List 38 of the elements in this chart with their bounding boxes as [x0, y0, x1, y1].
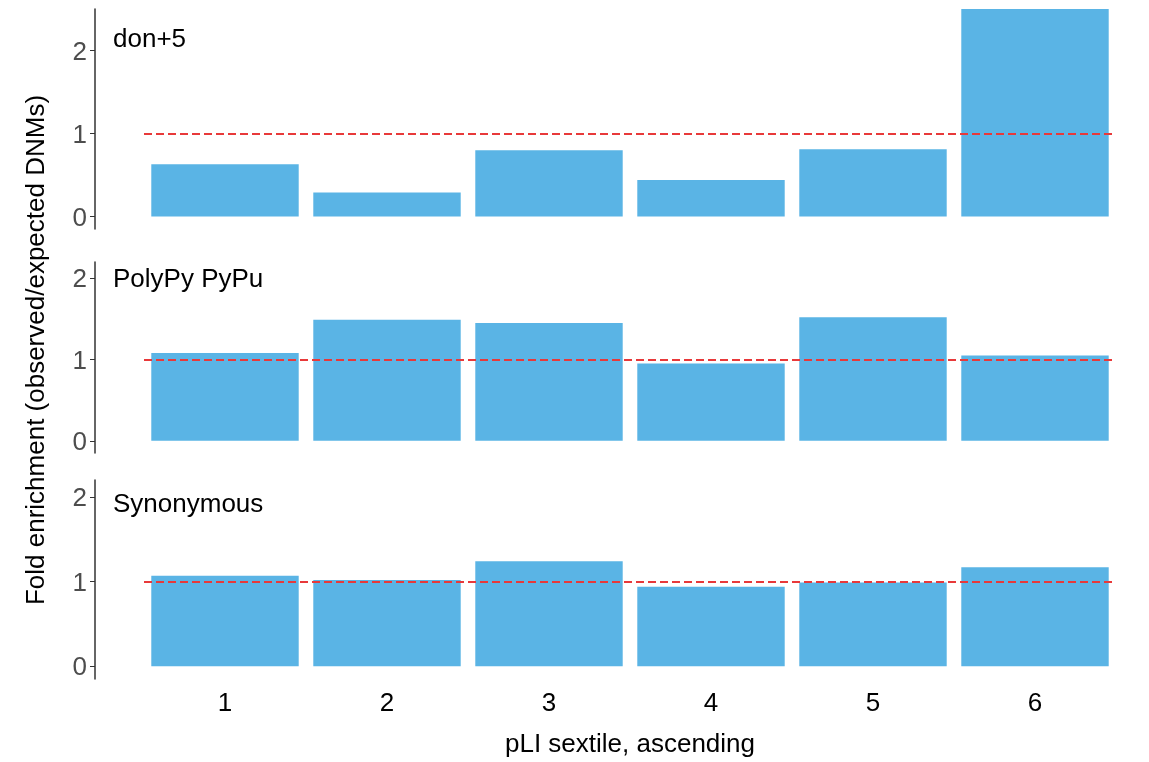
bar	[151, 164, 299, 217]
bar	[313, 319, 461, 441]
bar	[961, 567, 1109, 667]
y-tick-label: 1	[72, 344, 87, 375]
x-tick-label: 1	[217, 687, 233, 717]
chart-title: PolyPy PyPu	[113, 263, 264, 293]
bar	[475, 561, 623, 667]
x-tick-label: 5	[865, 687, 881, 717]
bar	[637, 363, 785, 441]
bar	[799, 317, 947, 441]
y-tick-label: 0	[72, 201, 87, 232]
bar	[475, 322, 623, 441]
y-axis-title: Fold enrichment (observed/expected DNMs)	[19, 94, 51, 606]
bar	[799, 149, 947, 217]
x-tick-label: 3	[541, 687, 557, 717]
text: don+5	[113, 23, 187, 53]
y-tick-label: 0	[72, 425, 87, 456]
bar	[313, 579, 461, 667]
bar	[961, 9, 1109, 217]
y-tick-label: 1	[72, 566, 87, 597]
bar	[313, 192, 461, 217]
bar	[151, 575, 299, 667]
x-axis-title: pLI sextile, ascending	[504, 727, 756, 759]
x-tick-label: 6	[1027, 687, 1043, 717]
y-tick-label: 2	[72, 481, 87, 512]
y-tick-label: 2	[72, 35, 87, 66]
bar	[799, 582, 947, 667]
bar	[151, 353, 299, 441]
x-tick-label: 2	[379, 687, 395, 717]
y-tick-label: 2	[72, 263, 87, 294]
bar	[961, 355, 1109, 441]
bar	[475, 150, 623, 217]
bar	[637, 180, 785, 217]
x-tick-label: 4	[703, 687, 719, 717]
chart-title: Synonymous	[113, 488, 264, 518]
y-tick-label: 1	[72, 118, 87, 149]
y-tick-label: 0	[72, 651, 87, 682]
bar	[637, 586, 785, 667]
